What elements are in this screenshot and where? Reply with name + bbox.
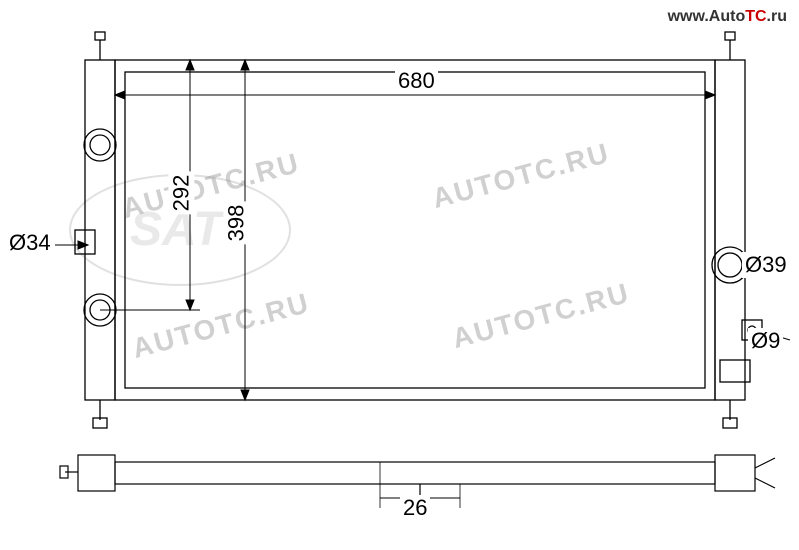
- logo-mid: TC: [745, 8, 766, 25]
- dim-height: 398: [223, 202, 249, 245]
- site-logo: www.AutoTC.ru: [668, 8, 787, 26]
- dim-width: 680: [395, 68, 438, 94]
- logo-prefix: www.Auto: [668, 8, 746, 25]
- dim-dia-right-bot: Ø9: [748, 328, 783, 354]
- dim-thickness: 26: [400, 495, 430, 521]
- logo-suffix: .ru: [767, 8, 787, 25]
- dim-dia-left: Ø34: [6, 230, 54, 256]
- dim-dia-right-top: Ø39: [742, 252, 790, 278]
- dim-offset: 292: [168, 172, 194, 215]
